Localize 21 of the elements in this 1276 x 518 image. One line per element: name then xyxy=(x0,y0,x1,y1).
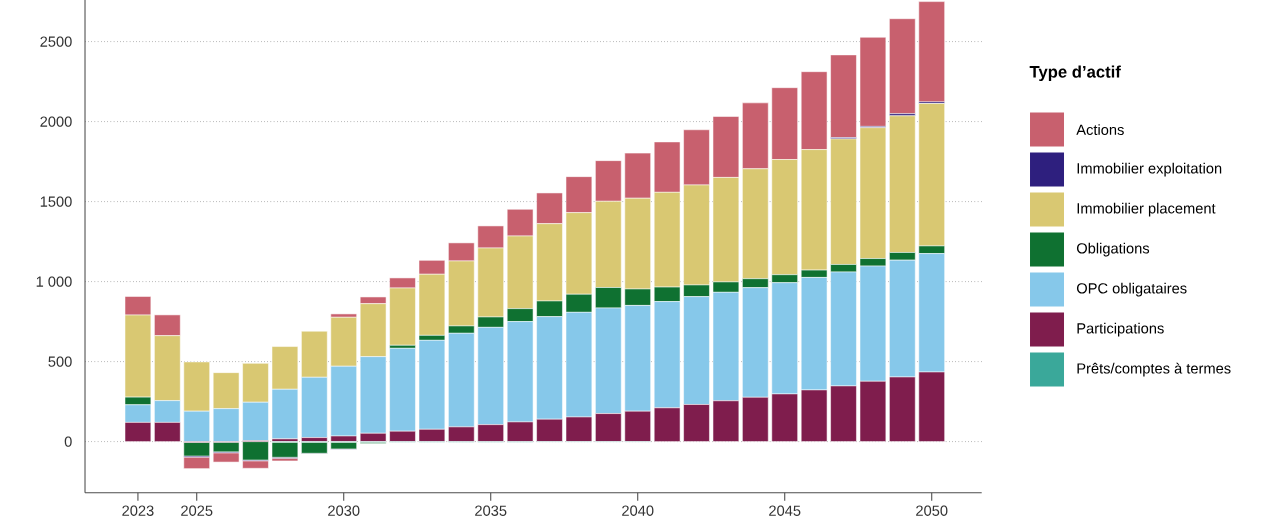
legend-label: Immobilier exploitation xyxy=(1077,162,1222,177)
y-tick-label: 2500 xyxy=(40,36,72,47)
x-tick-label: 2050 xyxy=(916,505,948,517)
legend-label: Prêts/comptes à termes xyxy=(1077,362,1231,377)
x-tick-label: 2025 xyxy=(181,505,213,517)
legend-label: Participations xyxy=(1077,322,1164,337)
x-tick-label: 2035 xyxy=(475,505,507,517)
x-tick-label: 2040 xyxy=(622,505,654,517)
legend-title: Type d’actif xyxy=(1029,65,1121,82)
legend-label: Actions xyxy=(1076,124,1124,136)
legend-label: Obligations xyxy=(1076,242,1150,257)
x-tick-label: 2030 xyxy=(328,505,360,517)
y-tick-label: 1500 xyxy=(40,196,72,207)
legend-label: Immobilier placement xyxy=(1077,202,1216,217)
y-tick-label: 500 xyxy=(48,356,72,367)
x-tick-label: 2045 xyxy=(769,505,801,517)
x-tick-label: 2023 xyxy=(122,505,154,517)
y-tick-label: 0 xyxy=(64,436,72,447)
legend-label: OPC obligataires xyxy=(1076,282,1187,297)
y-tick-label: 1 000 xyxy=(36,276,72,287)
y-tick-label: 2000 xyxy=(40,116,72,127)
